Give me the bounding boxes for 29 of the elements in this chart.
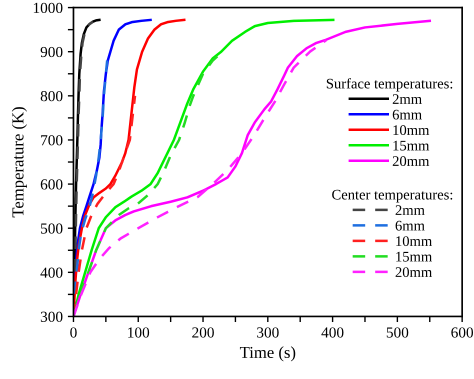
legend-label: 2mm — [396, 205, 425, 215]
y-tick-label: 500 — [41, 223, 62, 234]
y-tick-label: 400 — [40, 267, 62, 278]
x-tick-label: 0 — [70, 327, 77, 338]
x-tick-label: 500 — [386, 327, 408, 338]
legend-label: 6mm — [396, 220, 425, 231]
x-tick-label: 200 — [192, 327, 214, 338]
legend-label: 2mm — [392, 94, 422, 104]
legend-label: 6mm — [392, 110, 422, 120]
legend-title: Surface temperatures: — [326, 78, 452, 92]
legend-label: 10mm — [396, 236, 432, 246]
annotation: Center temperatures: — [332, 190, 452, 203]
legend-label: 10mm — [393, 125, 430, 136]
y-tick-label: 900 — [40, 46, 62, 58]
y-tick-label: 600 — [40, 179, 62, 190]
x-tick-label: 400 — [321, 327, 344, 338]
legend-label: 15mm — [393, 140, 430, 151]
y-tick-label: 300 — [40, 312, 62, 322]
y-tick-label: 800 — [40, 90, 62, 102]
y-axis-title: Temperature (K) — [12, 107, 27, 218]
legend-label: 15mm — [396, 252, 432, 262]
y-tick-label: 1000 — [34, 2, 62, 14]
x-axis-title: Time (s) — [240, 346, 296, 362]
x-tick-label: 100 — [128, 327, 150, 338]
y-tick-label: 700 — [41, 135, 62, 146]
legend-label: 20mm — [396, 267, 432, 278]
legend-label: 20mm — [392, 156, 430, 166]
x-tick-label: 600 — [451, 327, 474, 338]
x-tick-label: 300 — [257, 327, 279, 338]
